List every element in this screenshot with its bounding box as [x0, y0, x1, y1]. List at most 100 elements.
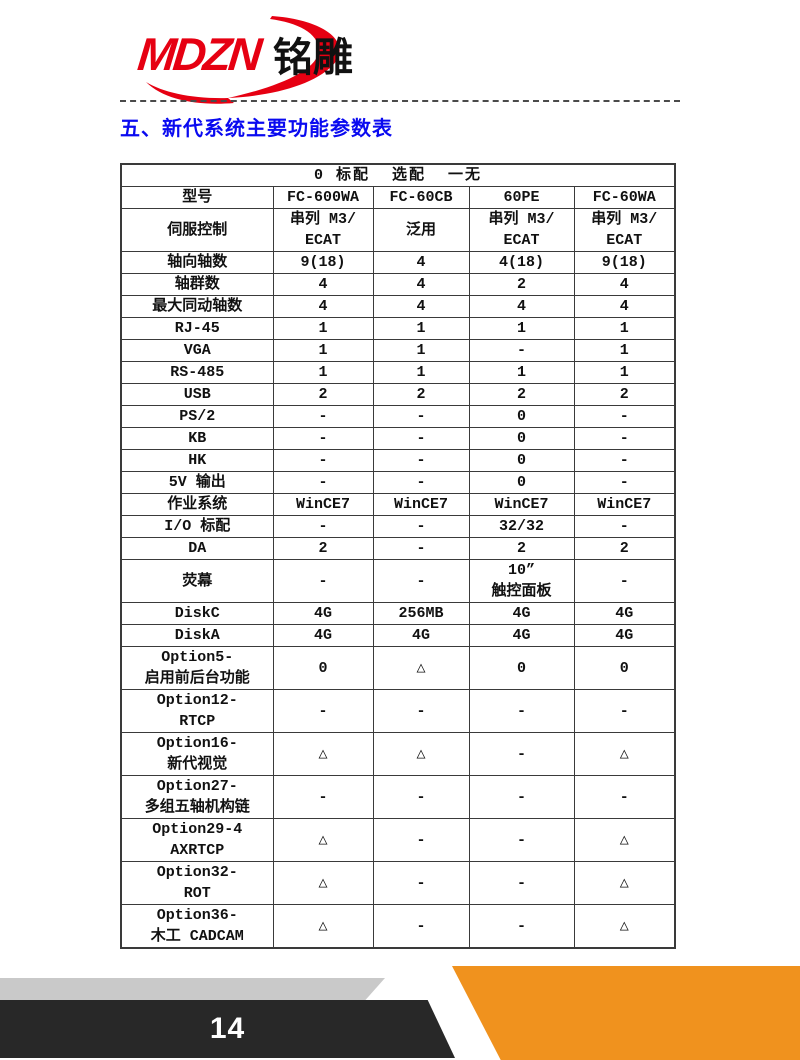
- cell-60pe: 0: [468, 405, 575, 428]
- row-label: Option5- 启用前后台功能: [120, 646, 274, 690]
- cell-fc600wa: -: [272, 427, 374, 450]
- cell-60pe: 0: [468, 646, 575, 690]
- logo-text-en: MDZN: [135, 28, 262, 80]
- table-row: 轴向轴数 9(18) 4 4(18) 9(18): [120, 251, 676, 274]
- cell-60pe: 2: [468, 383, 575, 406]
- row-label: 作业系统: [120, 493, 274, 516]
- cell-fc600wa: 4: [272, 273, 374, 296]
- table-row: KB - - 0 -: [120, 427, 676, 450]
- table-row: 作业系统 WinCE7 WinCE7 WinCE7 WinCE7: [120, 493, 676, 516]
- table-row: RJ-45 1 1 1 1: [120, 317, 676, 340]
- cell-fc600wa: △: [272, 861, 374, 905]
- cell-fc600wa: 4G: [272, 602, 374, 625]
- row-label: 5V 输出: [120, 471, 274, 494]
- cell-fc600wa: 4: [272, 295, 374, 318]
- cell-fc60wa: -: [573, 515, 676, 538]
- cell-60pe: 1: [468, 361, 575, 384]
- table-row: 5V 输出 - - 0 -: [120, 471, 676, 494]
- table-row: Option12- RTCP - - - -: [120, 689, 676, 733]
- cell-60pe: -: [468, 861, 575, 905]
- row-label: 轴群数: [120, 273, 274, 296]
- cell-60pe: 0: [468, 471, 575, 494]
- cell-fc60cb: -: [372, 904, 470, 949]
- cell-60pe: 32/32: [468, 515, 575, 538]
- row-label: VGA: [120, 339, 274, 362]
- table-legend: 0 标配 选配 一无: [120, 163, 676, 187]
- row-label: 轴向轴数: [120, 251, 274, 274]
- cell-fc60cb: -: [372, 861, 470, 905]
- cell-fc60wa: -: [573, 471, 676, 494]
- cell-fc60wa: 1: [573, 361, 676, 384]
- table-row: Option27- 多组五轴机构链 - - - -: [120, 775, 676, 819]
- row-label: 最大同动轴数: [120, 295, 274, 318]
- table-row: I/O 标配 - - 32/32 -: [120, 515, 676, 538]
- cell-fc60cb: WinCE7: [372, 493, 470, 516]
- table-row: 荧幕 - - 10” 触控面板 -: [120, 559, 676, 603]
- cell-fc60cb: -: [372, 515, 470, 538]
- dashed-divider: [120, 100, 680, 102]
- cell-fc60cb: △: [372, 732, 470, 776]
- cell-fc60cb: △: [372, 646, 470, 690]
- cell-60pe: -: [468, 904, 575, 949]
- table-row: Option32- ROT △ - - △: [120, 861, 676, 905]
- row-label: 型号: [120, 186, 274, 209]
- cell-60pe: -: [468, 775, 575, 819]
- cell-fc60wa: 串列 M3/ ECAT: [573, 208, 676, 252]
- cell-fc60cb: -: [372, 775, 470, 819]
- table-row: DiskC 4G 256MB 4G 4G: [120, 602, 676, 625]
- row-label: Option27- 多组五轴机构链: [120, 775, 274, 819]
- cell-fc60wa: -: [573, 775, 676, 819]
- cell-fc60wa: 4: [573, 273, 676, 296]
- row-label: I/O 标配: [120, 515, 274, 538]
- cell-fc60cb: 4G: [372, 624, 470, 647]
- cell-60pe: 4G: [468, 602, 575, 625]
- cell-fc60cb: -: [372, 449, 470, 472]
- cell-60pe: 4: [468, 295, 575, 318]
- cell-fc600wa: -: [272, 689, 374, 733]
- spec-table: 0 标配 选配 一无 型号 FC-600WA FC-60CB 60PE FC-6…: [120, 163, 677, 949]
- row-label: Option32- ROT: [120, 861, 274, 905]
- cell-fc60wa: -: [573, 689, 676, 733]
- cell-fc600wa: FC-600WA: [272, 186, 374, 209]
- cell-fc60cb: -: [372, 471, 470, 494]
- cell-fc600wa: -: [272, 559, 374, 603]
- cell-fc60wa: 4: [573, 295, 676, 318]
- cell-fc60wa: -: [573, 449, 676, 472]
- cell-fc600wa: 9(18): [272, 251, 374, 274]
- cell-fc600wa: △: [272, 818, 374, 862]
- footer-orange-wedge: [452, 966, 800, 1060]
- cell-fc60wa: △: [573, 732, 676, 776]
- logo: MDZN 铭雕: [135, 16, 353, 104]
- cell-60pe: -: [468, 339, 575, 362]
- table-row: 伺服控制 串列 M3/ ECAT 泛用 串列 M3/ ECAT 串列 M3/ E…: [120, 208, 676, 252]
- cell-fc600wa: 4G: [272, 624, 374, 647]
- cell-fc600wa: -: [272, 449, 374, 472]
- cell-60pe: 2: [468, 537, 575, 560]
- row-label: DiskA: [120, 624, 274, 647]
- row-label: DA: [120, 537, 274, 560]
- row-label: 伺服控制: [120, 208, 274, 252]
- table-row: Option29-4 AXRTCP △ - - △: [120, 818, 676, 862]
- row-label: USB: [120, 383, 274, 406]
- table-row: DiskA 4G 4G 4G 4G: [120, 624, 676, 647]
- cell-fc60wa: -: [573, 559, 676, 603]
- cell-fc60cb: 1: [372, 361, 470, 384]
- cell-fc600wa: 1: [272, 361, 374, 384]
- cell-60pe: 2: [468, 273, 575, 296]
- cell-fc600wa: -: [272, 471, 374, 494]
- cell-fc600wa: △: [272, 732, 374, 776]
- cell-fc600wa: 1: [272, 317, 374, 340]
- cell-60pe: -: [468, 689, 575, 733]
- table-row: 轴群数 4 4 2 4: [120, 273, 676, 296]
- cell-fc60wa: △: [573, 904, 676, 949]
- section-heading: 五、新代系统主要功能参数表: [120, 118, 393, 140]
- row-label: DiskC: [120, 602, 274, 625]
- table-row: HK - - 0 -: [120, 449, 676, 472]
- cell-fc60cb: -: [372, 537, 470, 560]
- row-label: Option29-4 AXRTCP: [120, 818, 274, 862]
- cell-60pe: WinCE7: [468, 493, 575, 516]
- cell-fc60cb: -: [372, 818, 470, 862]
- row-label: Option16- 新代视觉: [120, 732, 274, 776]
- cell-fc60wa: FC-60WA: [573, 186, 676, 209]
- cell-fc60cb: 4: [372, 273, 470, 296]
